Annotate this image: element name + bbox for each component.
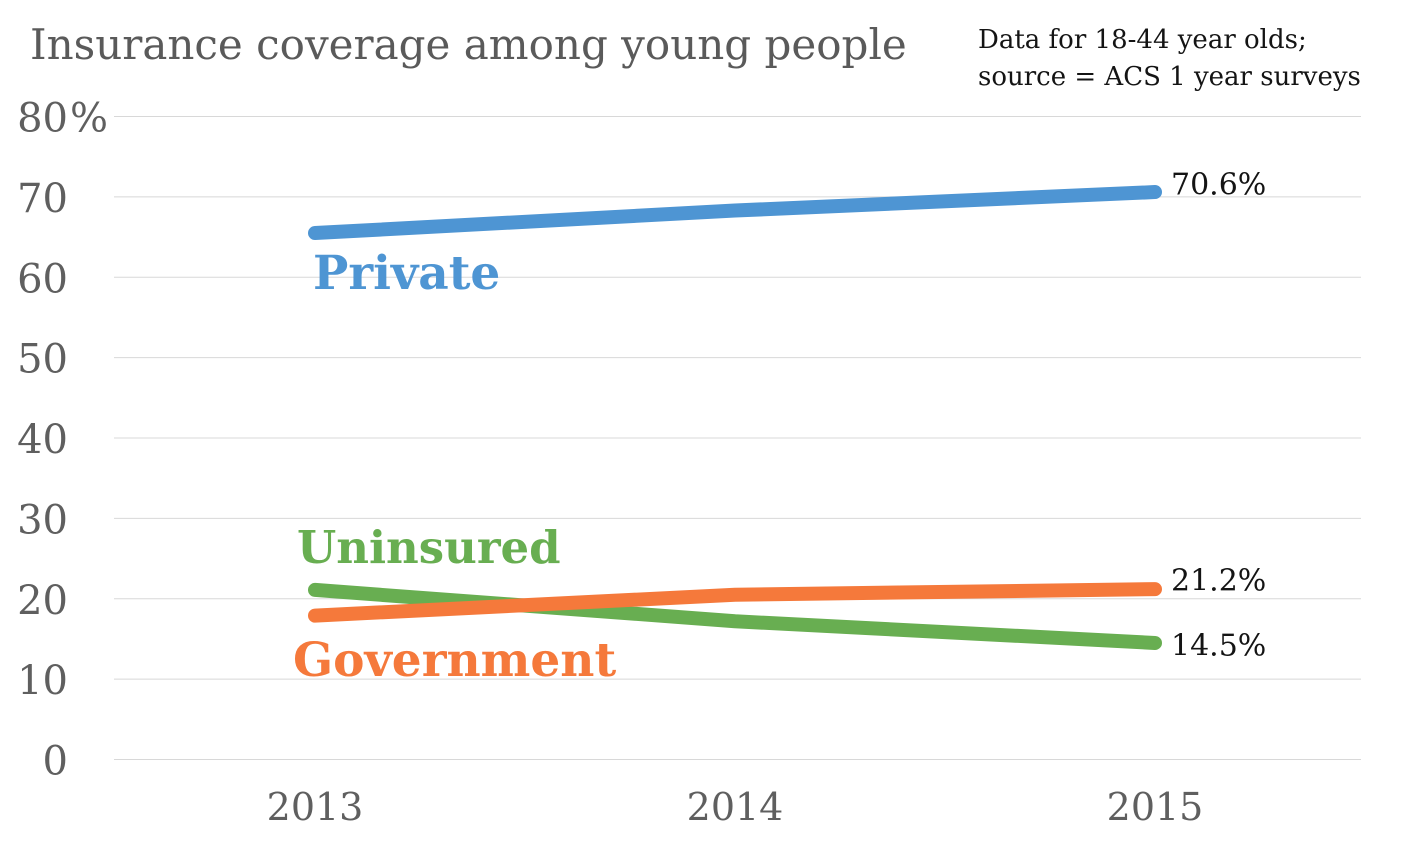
y-axis-tick-label: 0 [43, 739, 68, 785]
note-line-1: Data for 18-44 year olds; [978, 25, 1307, 55]
x-axis-tick-label: 2014 [687, 785, 784, 829]
y-axis-tick-label: 80 [17, 96, 68, 142]
y-axis-tick-label: 30 [17, 497, 68, 543]
note-line-2: source = ACS 1 year surveys [978, 62, 1361, 92]
y-axis-tick-label: 40 [17, 417, 68, 463]
y-axis-tick-label: 50 [17, 337, 68, 383]
y-axis-tick-label: 10 [17, 658, 68, 704]
chart-title: Insurance coverage among young people [30, 20, 907, 69]
y-axis-tick-label: 20 [17, 578, 68, 624]
x-axis-tick-label: 2015 [1107, 785, 1204, 829]
series-label-uninsured: Uninsured [297, 521, 561, 574]
series-line-government [308, 582, 1162, 623]
data-source-note: Data for 18-44 year olds; source = ACS 1… [978, 22, 1361, 96]
series-line-uninsured [308, 582, 1162, 650]
value-label-government: 21.2% [1171, 563, 1267, 599]
series-line-private [308, 185, 1162, 241]
y-axis-percent-suffix: % [70, 96, 108, 142]
value-label-uninsured: 14.5% [1171, 628, 1267, 664]
y-axis-tick-label: 70 [17, 176, 68, 222]
value-label-private: 70.6% [1171, 167, 1267, 203]
y-axis-tick-label: 60 [17, 256, 68, 302]
series-label-government: Government [293, 633, 617, 688]
x-axis-tick-label: 2013 [267, 785, 364, 829]
series-label-private: Private [313, 246, 501, 301]
